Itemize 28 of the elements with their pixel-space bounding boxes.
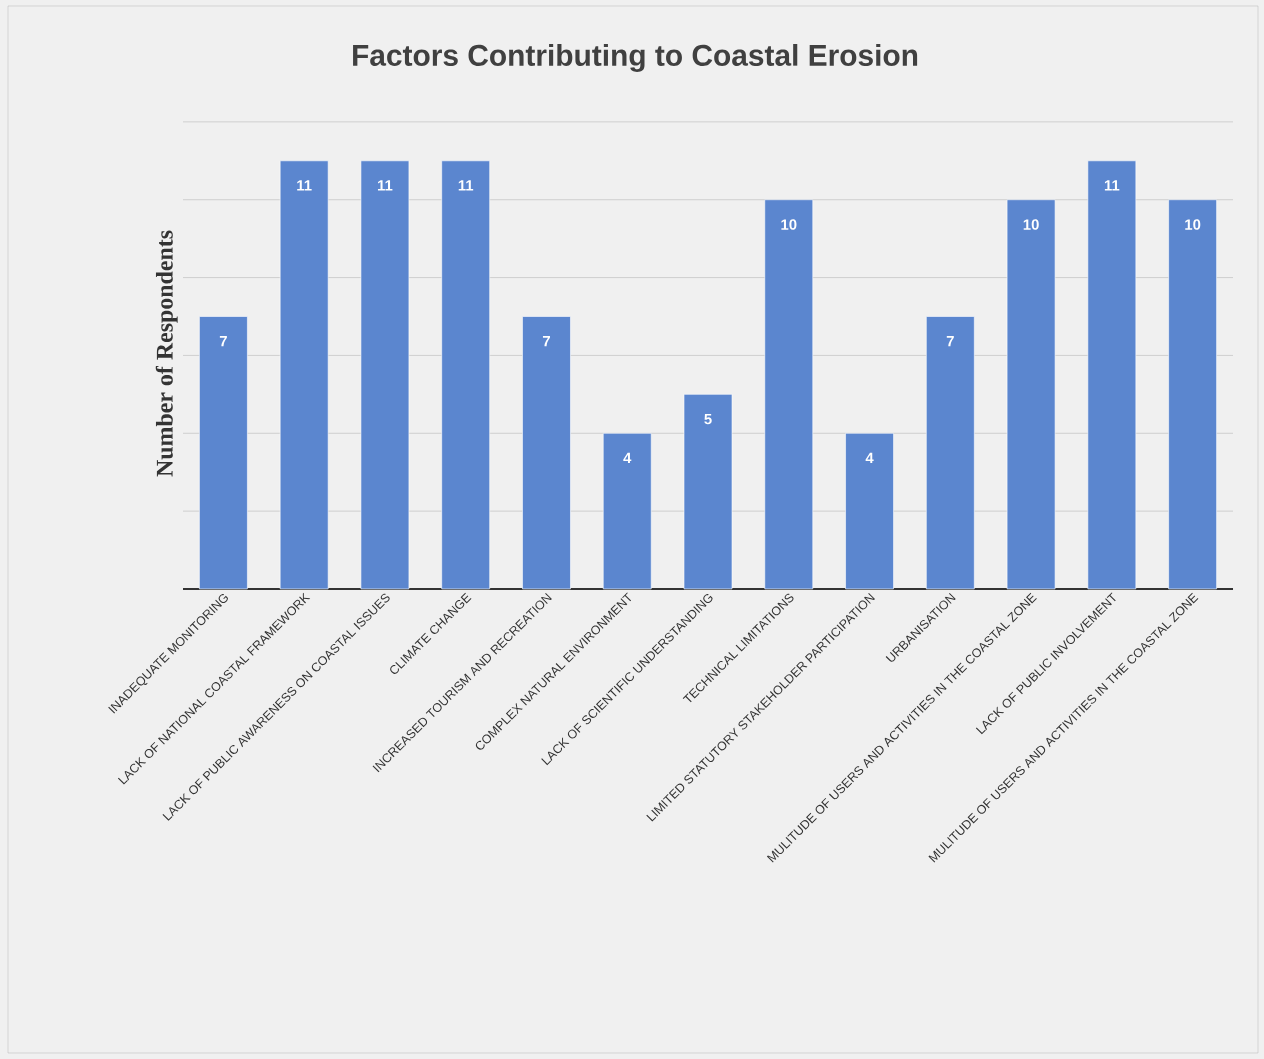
data-label: 4 <box>623 452 632 464</box>
bar <box>279 160 329 590</box>
data-label: 11 <box>1104 180 1120 191</box>
bar <box>360 160 410 590</box>
bar <box>1168 199 1217 590</box>
bar <box>1087 160 1137 590</box>
bar <box>1006 199 1056 590</box>
data-label: 10 <box>781 219 797 230</box>
bar <box>199 316 248 590</box>
bar <box>522 316 571 590</box>
data-label: 5 <box>704 413 712 425</box>
data-label: 4 <box>865 452 874 464</box>
bar <box>602 432 652 590</box>
bar <box>764 199 814 590</box>
bar <box>845 432 894 590</box>
data-label: 7 <box>542 336 550 347</box>
data-label: 10 <box>1185 219 1201 230</box>
data-label: 7 <box>219 336 227 347</box>
data-label: 10 <box>1023 219 1039 230</box>
chart-title: Factors Contributing to Coastal Erosion <box>353 43 918 72</box>
data-label: 11 <box>377 180 393 191</box>
bar <box>441 160 490 590</box>
data-label: 7 <box>946 336 954 347</box>
bar <box>683 394 733 590</box>
bar <box>926 316 975 590</box>
data-label: 11 <box>458 180 474 191</box>
y-axis-title: Number of Respondents <box>155 230 178 477</box>
data-label: 11 <box>297 180 312 191</box>
